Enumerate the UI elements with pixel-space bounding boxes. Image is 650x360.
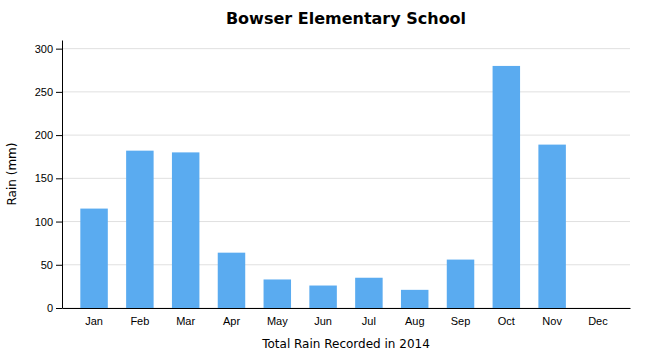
- x-tick: Feb: [130, 315, 149, 327]
- chart-svg: Jan Feb Mar Apr May Jun Jul Aug Sep Oct Nov Dec 0 50 1…: [0, 0, 650, 360]
- bars: [80, 66, 566, 308]
- y-tick-mark: [56, 92, 62, 93]
- bar: [126, 151, 153, 308]
- y-axis: 0 50 100 150 200 250 300: [35, 41, 63, 315]
- x-tick-label: May: [267, 315, 288, 327]
- x-tick-label: Feb: [130, 315, 149, 327]
- bar: [447, 260, 474, 308]
- x-axis-title: Total Rain Recorded in 2014: [261, 337, 430, 351]
- x-tick: Dec: [588, 315, 608, 327]
- y-tick-label: 50: [41, 259, 53, 271]
- y-axis-title: Rain (mm): [5, 143, 19, 206]
- chart-container: Jan Feb Mar Apr May Jun Jul Aug Sep Oct Nov Dec 0 50 1…: [0, 0, 650, 360]
- y-tick-mark: [56, 49, 62, 50]
- y-tick-mark: [56, 265, 62, 266]
- x-tick-label: Dec: [588, 315, 608, 327]
- y-tick-label: 250: [35, 86, 53, 98]
- x-tick: Jul: [362, 315, 376, 327]
- y-tick-mark: [56, 135, 62, 136]
- grid-line: [62, 48, 630, 49]
- x-tick-label: Sep: [451, 315, 471, 327]
- grid-line: [62, 135, 630, 136]
- bar: [584, 308, 611, 309]
- bar: [355, 278, 382, 308]
- x-tick: Oct: [498, 315, 515, 327]
- y-tick: 300: [35, 43, 62, 55]
- x-tick: Apr: [223, 315, 240, 327]
- bar: [172, 152, 199, 308]
- grid-line: [62, 91, 630, 92]
- plot-area: Jan Feb Mar Apr May Jun Jul Aug Sep Oct Nov Dec 0 50 1…: [35, 41, 631, 327]
- y-tick-mark: [56, 308, 62, 309]
- bar: [493, 66, 520, 308]
- x-tick-label: Jun: [314, 315, 332, 327]
- y-tick: 150: [35, 172, 62, 184]
- bar: [218, 253, 245, 308]
- y-tick-mark: [56, 178, 62, 179]
- x-tick-label: Jan: [85, 315, 103, 327]
- y-tick: 100: [35, 216, 62, 228]
- y-tick-mark: [56, 222, 62, 223]
- y-tick-label: 150: [35, 172, 53, 184]
- title: Bowser Elementary School: [226, 9, 466, 28]
- y-tick: 200: [35, 129, 62, 141]
- x-tick-label: Nov: [542, 315, 562, 327]
- y-tick: 250: [35, 86, 62, 98]
- y-tick-label: 200: [35, 129, 53, 141]
- x-tick: May: [267, 315, 288, 327]
- x-tick: Jun: [314, 315, 332, 327]
- x-tick: Aug: [405, 315, 425, 327]
- y-tick-label: 300: [35, 43, 53, 55]
- y-axis-domain: [62, 41, 63, 309]
- bar: [309, 286, 336, 308]
- y-tick: 50: [41, 259, 62, 271]
- bar: [264, 279, 291, 308]
- grid: [62, 49, 630, 308]
- x-tick-label: Mar: [176, 315, 195, 327]
- bar: [80, 209, 107, 308]
- y-tick: 0: [47, 302, 62, 314]
- y-tick-label: 0: [47, 302, 53, 314]
- y-tick-label: 100: [35, 216, 53, 228]
- x-tick: Mar: [176, 315, 195, 327]
- x-tick: Sep: [451, 315, 471, 327]
- bar: [401, 290, 428, 308]
- x-tick-label: Oct: [498, 315, 515, 327]
- bar: [538, 145, 565, 308]
- x-tick: Nov: [542, 315, 562, 327]
- x-tick-label: Aug: [405, 315, 425, 327]
- x-axis: Jan Feb Mar Apr May Jun Jul Aug Sep Oct Nov Dec: [63, 309, 631, 327]
- x-tick-label: Apr: [223, 315, 240, 327]
- x-tick: Jan: [85, 315, 103, 327]
- x-axis-domain: [63, 308, 631, 309]
- x-tick-label: Jul: [362, 315, 376, 327]
